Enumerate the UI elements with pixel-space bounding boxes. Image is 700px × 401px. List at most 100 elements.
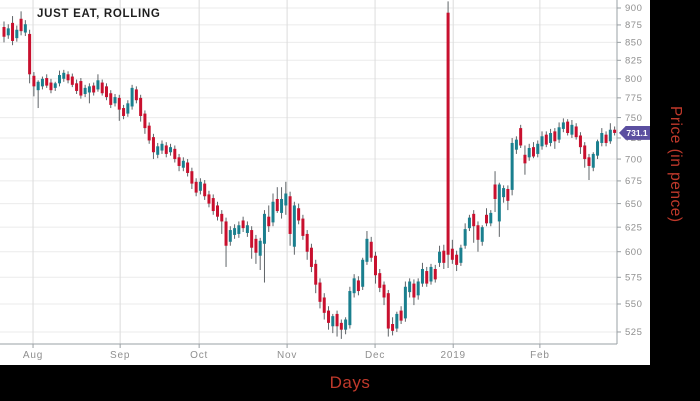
candle: [53, 83, 57, 88]
candle: [348, 291, 352, 326]
candle: [245, 225, 249, 233]
candle: [591, 153, 595, 168]
candle: [58, 75, 62, 84]
axis-border: [0, 0, 618, 345]
x-tick-label: Feb: [530, 350, 550, 361]
candle: [391, 324, 395, 331]
candle: [373, 255, 377, 276]
candle: [40, 78, 44, 87]
candle: [331, 316, 335, 327]
candle: [237, 225, 241, 234]
x-tick-label: Sep: [110, 350, 130, 361]
y-tick-label: 650: [625, 199, 642, 210]
candle: [531, 147, 535, 157]
candle: [485, 214, 489, 224]
candle: [45, 78, 49, 86]
candle: [258, 240, 262, 256]
candle: [190, 171, 194, 184]
candle: [32, 75, 36, 87]
x-tick-labels: Aug Sep Oct Nov Dec 2019 Feb: [23, 344, 550, 361]
candle: [450, 248, 454, 260]
candle: [100, 82, 104, 94]
candle: [476, 225, 480, 240]
candle: [489, 212, 493, 224]
candle: [75, 83, 79, 91]
candle: [399, 310, 403, 321]
candle: [527, 147, 531, 158]
candle: [416, 281, 420, 296]
candle: [587, 157, 591, 166]
candle: [574, 126, 578, 138]
candle: [386, 293, 390, 329]
candle: [92, 85, 96, 93]
candle: [382, 284, 386, 298]
candle: [523, 154, 527, 164]
candle: [356, 280, 360, 292]
candle: [600, 133, 604, 143]
candle: [280, 198, 284, 213]
candle: [502, 188, 506, 198]
candle: [233, 228, 237, 235]
candle: [327, 310, 331, 323]
candle: [207, 194, 211, 204]
y-tick-label: 825: [625, 55, 642, 66]
v-gridlines: [32, 0, 541, 344]
candle-bodies: [2, 12, 617, 331]
y-tick-label: 575: [625, 272, 642, 283]
candle: [557, 127, 561, 140]
candle: [2, 26, 6, 37]
candle: [438, 251, 442, 263]
candle: [11, 22, 15, 41]
candle: [292, 205, 296, 247]
y-tick-label: 600: [625, 247, 642, 258]
candlestick-plot: 9008758508258007757507257006756506256005…: [0, 0, 642, 361]
candle-wicks: [3, 1, 616, 339]
candle: [241, 220, 245, 229]
candle: [79, 81, 83, 96]
candle: [62, 72, 66, 79]
candle: [604, 134, 608, 143]
candle: [164, 145, 168, 154]
y-axis-title-band: Price (in pence): [650, 0, 700, 365]
candle: [49, 82, 53, 91]
candle: [109, 93, 113, 105]
candle: [455, 254, 459, 265]
candle: [156, 146, 160, 155]
candle: [442, 250, 446, 263]
candle: [113, 97, 117, 104]
candle: [126, 103, 130, 114]
candle: [130, 87, 134, 107]
candle: [262, 213, 266, 244]
candle: [275, 198, 279, 212]
candle: [314, 263, 318, 285]
candle: [254, 238, 258, 253]
candle: [143, 113, 147, 129]
candle: [169, 147, 173, 153]
x-tick-label: Oct: [190, 350, 208, 361]
x-axis-title: Days: [329, 373, 371, 392]
candle: [361, 259, 365, 287]
candle: [70, 76, 74, 85]
candle: [28, 33, 32, 75]
candle: [467, 217, 471, 229]
candle: [87, 86, 91, 93]
candle: [203, 183, 207, 197]
candle: [570, 124, 574, 135]
candle: [194, 181, 198, 193]
candle: [566, 121, 570, 134]
candle: [220, 213, 224, 222]
y-tick-label: 750: [625, 113, 642, 124]
candle: [613, 129, 617, 133]
candle: [228, 230, 232, 242]
candle: [139, 97, 143, 116]
candle: [365, 238, 369, 262]
candle: [267, 216, 271, 227]
candle: [224, 221, 228, 246]
candle: [122, 108, 126, 116]
candle: [117, 97, 121, 110]
y-tick-label: 900: [625, 3, 642, 14]
candle: [378, 273, 382, 288]
candle: [15, 29, 19, 39]
candle: [96, 80, 100, 90]
